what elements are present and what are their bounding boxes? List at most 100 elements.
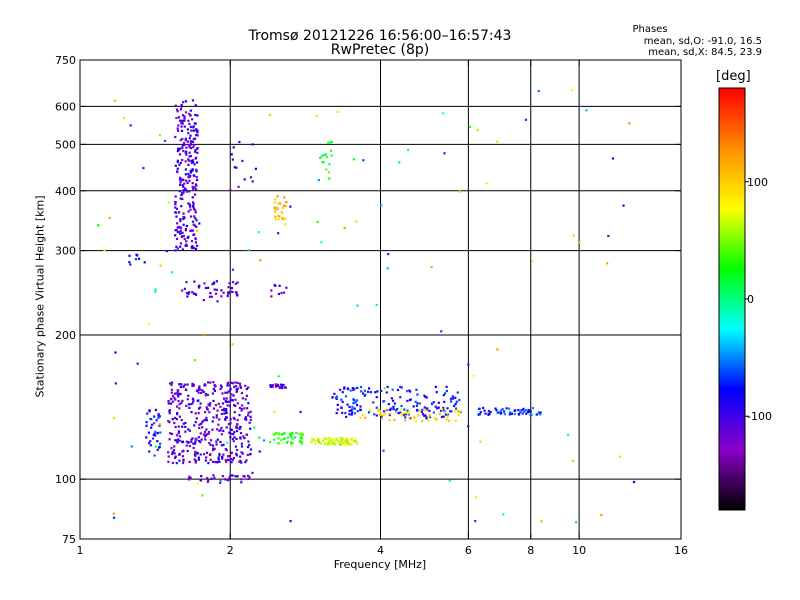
data-point: [217, 456, 220, 459]
data-point: [285, 201, 288, 204]
data-point: [195, 417, 198, 420]
data-point: [217, 423, 220, 426]
data-point: [196, 161, 199, 164]
data-point: [421, 408, 424, 411]
data-point: [188, 146, 191, 149]
data-point: [385, 391, 388, 394]
data-point: [249, 427, 252, 430]
data-point: [476, 128, 479, 132]
data-point: [416, 402, 419, 405]
data-point: [178, 452, 181, 455]
data-point: [231, 474, 234, 477]
x-tick-label: 16: [674, 544, 688, 557]
data-point: [508, 411, 512, 414]
data-point: [505, 407, 508, 410]
data-point: [221, 474, 224, 478]
data-point: [178, 407, 181, 410]
data-point: [375, 406, 378, 409]
data-point: [170, 447, 173, 450]
data-point: [415, 404, 418, 407]
data-point: [195, 168, 198, 171]
data-point: [217, 458, 220, 461]
data-point: [112, 512, 115, 515]
data-point: [356, 403, 359, 407]
data-point: [177, 399, 180, 403]
data-point: [283, 204, 286, 207]
phase-x-mode: mean, sd,X: 84.5, 23.9: [648, 47, 762, 58]
data-point: [194, 188, 198, 191]
data-point: [366, 390, 370, 393]
data-point: [185, 179, 188, 182]
data-point: [354, 437, 357, 441]
data-point: [179, 197, 182, 200]
data-point: [353, 387, 356, 390]
data-point: [230, 461, 233, 464]
data-point: [234, 475, 237, 478]
data-point: [416, 409, 419, 412]
data-point: [188, 137, 191, 140]
data-point: [352, 158, 355, 161]
data-point: [189, 147, 193, 150]
data-point: [428, 413, 432, 416]
data-point: [280, 385, 284, 388]
data-point: [209, 443, 212, 446]
data-point: [192, 187, 195, 191]
data-point: [413, 416, 416, 419]
data-point: [193, 453, 196, 456]
data-point: [458, 190, 461, 193]
data-point: [192, 206, 195, 209]
data-point: [168, 409, 172, 412]
data-point: [176, 247, 179, 250]
data-point: [181, 120, 184, 123]
data-point: [238, 427, 241, 430]
data-point: [276, 195, 279, 198]
data-point: [212, 281, 215, 285]
data-point: [269, 384, 272, 387]
data-point: [444, 392, 447, 395]
data-point: [153, 432, 156, 435]
data-point: [182, 191, 185, 194]
data-point: [578, 241, 582, 244]
data-point: [241, 452, 244, 455]
data-point: [179, 219, 182, 223]
data-point: [196, 114, 199, 117]
data-point: [205, 451, 209, 454]
data-point: [171, 400, 175, 403]
data-point: [156, 440, 159, 443]
data-point: [175, 462, 178, 465]
data-point: [356, 409, 359, 413]
data-point: [207, 430, 211, 434]
x-axis: 1 2 4 6 8 10 16: [77, 60, 688, 557]
data-point: [177, 211, 181, 214]
data-point: [184, 111, 188, 114]
data-point: [399, 411, 402, 414]
data-point: [170, 388, 173, 391]
data-point: [338, 443, 341, 446]
data-point: [192, 137, 195, 141]
data-point: [211, 420, 214, 423]
data-point: [233, 430, 236, 434]
data-point: [211, 444, 215, 447]
data-point: [240, 409, 243, 412]
data-point: [540, 520, 543, 523]
data-point: [318, 439, 321, 442]
data-point: [290, 441, 293, 444]
data-point: [247, 386, 250, 389]
data-point: [223, 407, 226, 410]
data-point: [163, 139, 167, 142]
data-point: [227, 381, 230, 384]
data-point: [430, 265, 433, 269]
phase-heading: Phases: [632, 24, 668, 35]
data-point: [188, 179, 191, 182]
data-point: [187, 163, 190, 166]
data-point: [225, 426, 228, 429]
data-point: [183, 189, 186, 192]
data-point: [324, 153, 327, 156]
data-point: [269, 113, 272, 116]
data-point: [213, 447, 216, 450]
data-point: [231, 280, 235, 284]
data-point: [235, 291, 238, 294]
data-point: [226, 404, 229, 407]
data-point: [176, 127, 179, 130]
data-point: [334, 443, 337, 446]
